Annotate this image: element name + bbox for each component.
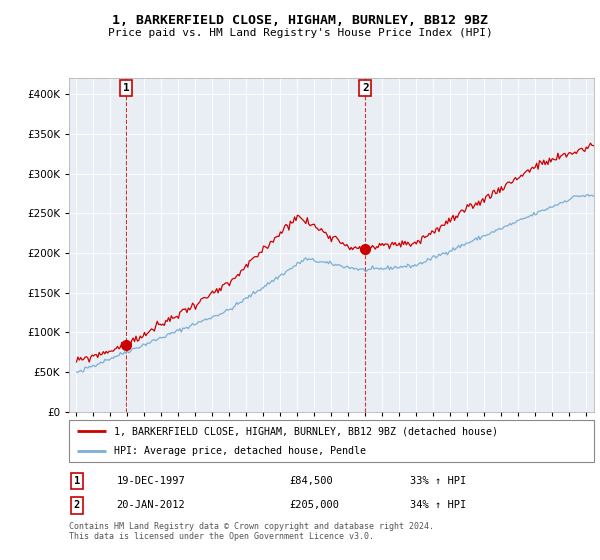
Text: Contains HM Land Registry data © Crown copyright and database right 2024.
This d: Contains HM Land Registry data © Crown c… xyxy=(69,522,434,542)
Text: 1, BARKERFIELD CLOSE, HIGHAM, BURNLEY, BB12 9BZ (detached house): 1, BARKERFIELD CLOSE, HIGHAM, BURNLEY, B… xyxy=(113,426,497,436)
Text: 1, BARKERFIELD CLOSE, HIGHAM, BURNLEY, BB12 9BZ: 1, BARKERFIELD CLOSE, HIGHAM, BURNLEY, B… xyxy=(112,14,488,27)
Text: 34% ↑ HPI: 34% ↑ HPI xyxy=(410,501,467,510)
Text: 2: 2 xyxy=(362,83,369,93)
Text: 1: 1 xyxy=(122,83,130,93)
Text: £205,000: £205,000 xyxy=(290,501,340,510)
Text: 33% ↑ HPI: 33% ↑ HPI xyxy=(410,477,467,486)
Text: £84,500: £84,500 xyxy=(290,477,333,486)
Text: Price paid vs. HM Land Registry's House Price Index (HPI): Price paid vs. HM Land Registry's House … xyxy=(107,28,493,38)
Text: 1: 1 xyxy=(74,477,80,486)
Text: 19-DEC-1997: 19-DEC-1997 xyxy=(116,477,185,486)
FancyBboxPatch shape xyxy=(69,420,594,462)
Text: HPI: Average price, detached house, Pendle: HPI: Average price, detached house, Pend… xyxy=(113,446,365,456)
Text: 2: 2 xyxy=(74,501,80,510)
Text: 20-JAN-2012: 20-JAN-2012 xyxy=(116,501,185,510)
